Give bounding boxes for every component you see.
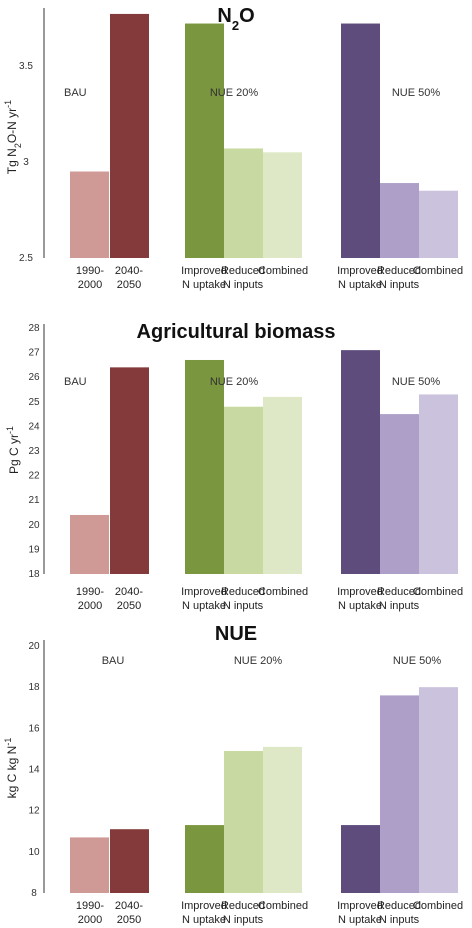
- bar: [380, 183, 419, 258]
- y-tick-label: 16: [28, 723, 40, 734]
- y-tick-label: 14: [28, 765, 40, 776]
- category-label: 2040-2050: [115, 900, 143, 926]
- category-label: 1990-2000: [76, 265, 104, 291]
- y-axis-label: kg C kg N-1: [3, 738, 19, 799]
- group-label: BAU: [102, 655, 125, 667]
- y-tick-label: 3.5: [19, 61, 33, 72]
- category-label: Reduced N inputs: [221, 900, 265, 926]
- bar: [224, 750, 263, 893]
- group-label: NUE 50%: [393, 655, 442, 667]
- bar: [419, 687, 458, 893]
- chart-panel-3: NUE 8 10 12 14 16 18 20 kg C kg N-1 BAU NUE 20% NUE…: [3, 623, 463, 926]
- chart-title: N2O: [217, 5, 254, 33]
- y-axis-label: Pg C yr-1: [5, 426, 21, 474]
- bar: [185, 359, 224, 574]
- bar: [380, 414, 419, 574]
- category-label: Improved N uptake: [337, 265, 383, 291]
- bar: [70, 837, 109, 893]
- y-tick-label: 23: [28, 446, 40, 457]
- bar: [224, 406, 263, 574]
- bar: [341, 23, 380, 258]
- y-tick-label: 26: [28, 372, 40, 383]
- category-label: 1990-2000: [76, 586, 104, 612]
- category-label: Combined: [413, 900, 463, 912]
- bar: [185, 825, 224, 893]
- y-tick-label: 12: [28, 806, 40, 817]
- bar: [263, 396, 302, 574]
- y-tick-label: 3: [23, 157, 29, 168]
- chart-title: Agricultural biomass: [137, 321, 336, 343]
- group-label: NUE 20%: [210, 376, 259, 388]
- y-tick-label: 28: [28, 323, 40, 334]
- chart-panel-1: N2O 2.5 3 3.5 Tg N2O-N yr-1 BAU NUE 20% NUE 50%…: [3, 5, 463, 291]
- y-tick-label: 25: [28, 397, 40, 408]
- chart-panel-2: Agricultural biomass 18 19 20 21 22 23 24 25 26 27…: [5, 321, 463, 612]
- category-label: Combined: [413, 265, 463, 277]
- category-label: Improved N uptake: [337, 586, 383, 612]
- group-label: NUE 50%: [392, 87, 441, 99]
- group-label: NUE 20%: [210, 87, 259, 99]
- category-label: 2040-2050: [115, 586, 143, 612]
- category-label: Reduced N inputs: [377, 900, 421, 926]
- bar: [110, 367, 149, 574]
- y-tick-label: 21: [28, 495, 40, 506]
- y-tick-label: 10: [28, 847, 40, 858]
- bar: [341, 825, 380, 893]
- y-tick-label: 2.5: [19, 253, 33, 264]
- category-label: Combined: [258, 586, 308, 598]
- bar: [419, 394, 458, 574]
- y-tick-label: 27: [28, 348, 40, 359]
- group-label: BAU: [64, 376, 87, 388]
- category-label: Improved N uptake: [337, 900, 383, 926]
- y-tick-label: 18: [28, 682, 40, 693]
- group-label: BAU: [64, 87, 87, 99]
- bar: [224, 148, 263, 258]
- category-label: Reduced N inputs: [377, 265, 421, 291]
- bar: [110, 829, 149, 893]
- bar: [380, 695, 419, 893]
- group-label: NUE 20%: [234, 655, 283, 667]
- category-label: Combined: [258, 265, 308, 277]
- bar: [110, 13, 149, 258]
- category-label: Combined: [413, 586, 463, 598]
- y-tick-label: 20: [28, 520, 40, 531]
- bar: [341, 350, 380, 574]
- category-label: 2040-2050: [115, 265, 143, 291]
- bar: [185, 23, 224, 258]
- category-label: Improved N uptake: [181, 586, 227, 612]
- chart-title: NUE: [215, 623, 257, 645]
- y-tick-label: 18: [28, 569, 40, 580]
- category-label: Combined: [258, 900, 308, 912]
- y-tick-label: 19: [28, 544, 40, 555]
- bar: [263, 152, 302, 258]
- y-tick-label: 20: [28, 641, 40, 652]
- category-label: Improved N uptake: [181, 265, 227, 291]
- bar: [263, 746, 302, 893]
- y-tick-label: 22: [28, 471, 40, 482]
- y-axis-label: Tg N2O-N yr-1: [3, 100, 23, 174]
- y-tick-label: 8: [31, 888, 37, 899]
- bar: [70, 514, 109, 574]
- bar: [70, 171, 109, 258]
- category-label: Reduced N inputs: [221, 586, 265, 612]
- category-label: Improved N uptake: [181, 900, 227, 926]
- y-tick-label: 24: [28, 421, 40, 432]
- group-label: NUE 50%: [392, 376, 441, 388]
- category-label: Reduced N inputs: [221, 265, 265, 291]
- category-label: 1990-2000: [76, 900, 104, 926]
- bar: [419, 190, 458, 258]
- category-label: Reduced N inputs: [377, 586, 421, 612]
